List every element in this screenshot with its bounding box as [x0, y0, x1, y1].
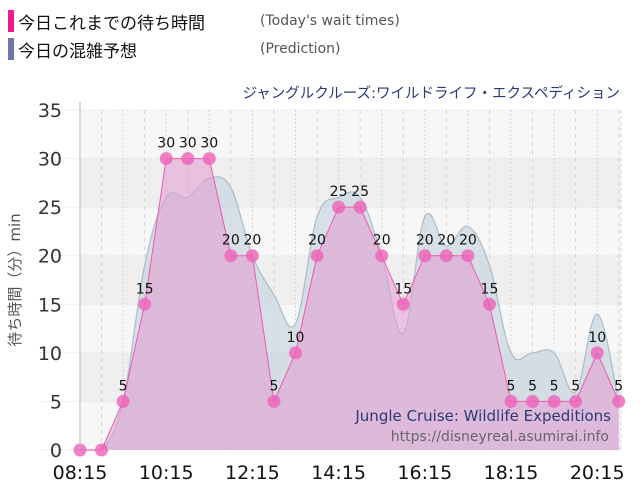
- legend-actual-label: 今日これまでの待ち時間: [18, 13, 205, 34]
- data-point[interactable]: [245, 249, 259, 263]
- x-tick-label: 16:15: [397, 462, 452, 484]
- point-value-label: 30: [200, 136, 218, 152]
- data-point[interactable]: [202, 152, 216, 166]
- y-axis-title: 待ち時間（分）min: [6, 213, 24, 346]
- data-point[interactable]: [590, 346, 604, 360]
- point-value-label: 20: [437, 233, 455, 249]
- point-value-label: 5: [528, 378, 537, 394]
- legend-prediction-label: 今日の混雑予想: [18, 41, 137, 62]
- data-point[interactable]: [526, 394, 540, 408]
- data-point[interactable]: [116, 394, 130, 408]
- point-value-label: 30: [157, 136, 175, 152]
- data-point[interactable]: [353, 200, 367, 214]
- data-point[interactable]: [461, 249, 475, 263]
- data-point[interactable]: [332, 200, 346, 214]
- data-point[interactable]: [375, 249, 389, 263]
- x-tick-label: 18:15: [484, 462, 539, 484]
- point-value-label: 5: [507, 378, 516, 394]
- legend-actual-swatch: [8, 10, 14, 32]
- point-value-label: 20: [373, 233, 391, 249]
- legend-prediction-swatch: [8, 38, 14, 60]
- data-point[interactable]: [289, 346, 302, 360]
- data-point[interactable]: [439, 249, 453, 263]
- data-point[interactable]: [95, 443, 109, 457]
- axes: 0 5 10 15 20 25 30 35 08:15 10:15 12:15 14:15 16:15 1…: [6, 100, 625, 484]
- x-tick-label: 08:15: [53, 462, 108, 484]
- point-value-label: 30: [179, 136, 197, 152]
- point-value-label: 15: [136, 281, 154, 297]
- point-value-label: 10: [287, 330, 305, 346]
- x-tick-label: 14:15: [311, 462, 366, 484]
- point-value-label: 20: [308, 233, 326, 249]
- y-tick-label: 20: [38, 246, 62, 268]
- data-point[interactable]: [138, 297, 152, 311]
- legend-prediction: 今日の混雑予想 (Prediction): [8, 38, 341, 62]
- point-value-label: 20: [243, 233, 261, 249]
- actual-fill: [80, 158, 619, 451]
- legend-actual-sub: (Today's wait times): [260, 13, 400, 29]
- point-value-label: 25: [330, 184, 348, 200]
- watermark-url: https://disneyreal.asumirai.info: [391, 429, 609, 445]
- data-point[interactable]: [267, 394, 281, 408]
- y-tick-label: 35: [38, 100, 62, 122]
- y-tick-label: 15: [38, 294, 62, 316]
- point-value-label: 15: [481, 281, 499, 297]
- watermark: Jungle Cruise: Wildlife Expeditions https…: [354, 407, 611, 445]
- point-value-label: 5: [571, 378, 580, 394]
- point-value-label: 5: [119, 378, 128, 394]
- point-value-label: 5: [269, 378, 278, 394]
- plot-band: [80, 110, 621, 159]
- point-value-label: 20: [416, 233, 434, 249]
- data-point[interactable]: [612, 394, 626, 408]
- chart-title: ジャングルクルーズ:ワイルドライフ・エクスペディション: [242, 86, 620, 102]
- legend-actual: 今日これまでの待ち時間 (Today's wait times): [8, 10, 400, 34]
- x-tick-label: 20:15: [570, 462, 625, 484]
- data-point[interactable]: [181, 152, 195, 166]
- x-tick-label: 12:15: [225, 462, 280, 484]
- y-tick-label: 30: [38, 149, 62, 171]
- data-point[interactable]: [396, 297, 410, 311]
- y-tick-label: 25: [38, 197, 62, 219]
- data-point[interactable]: [224, 249, 238, 263]
- point-value-label: 5: [614, 378, 623, 394]
- x-tick-label: 10:15: [139, 462, 194, 484]
- point-value-label: 25: [351, 184, 369, 200]
- point-value-label: 10: [588, 330, 606, 346]
- data-point[interactable]: [504, 394, 518, 408]
- data-point[interactable]: [547, 394, 561, 408]
- point-value-label: 20: [222, 233, 240, 249]
- data-point[interactable]: [482, 297, 496, 311]
- legend-prediction-sub: (Prediction): [260, 41, 341, 57]
- y-tick-label: 0: [50, 440, 62, 462]
- data-point[interactable]: [418, 249, 432, 263]
- point-value-label: 20: [459, 233, 477, 249]
- data-point[interactable]: [569, 394, 583, 408]
- point-value-label: 5: [550, 378, 559, 394]
- data-point[interactable]: [159, 152, 173, 166]
- point-value-label: 15: [394, 281, 412, 297]
- data-point[interactable]: [310, 249, 324, 263]
- watermark-title: Jungle Cruise: Wildlife Expeditions: [354, 407, 611, 425]
- y-tick-label: 10: [38, 343, 62, 365]
- y-tick-label: 5: [50, 391, 62, 413]
